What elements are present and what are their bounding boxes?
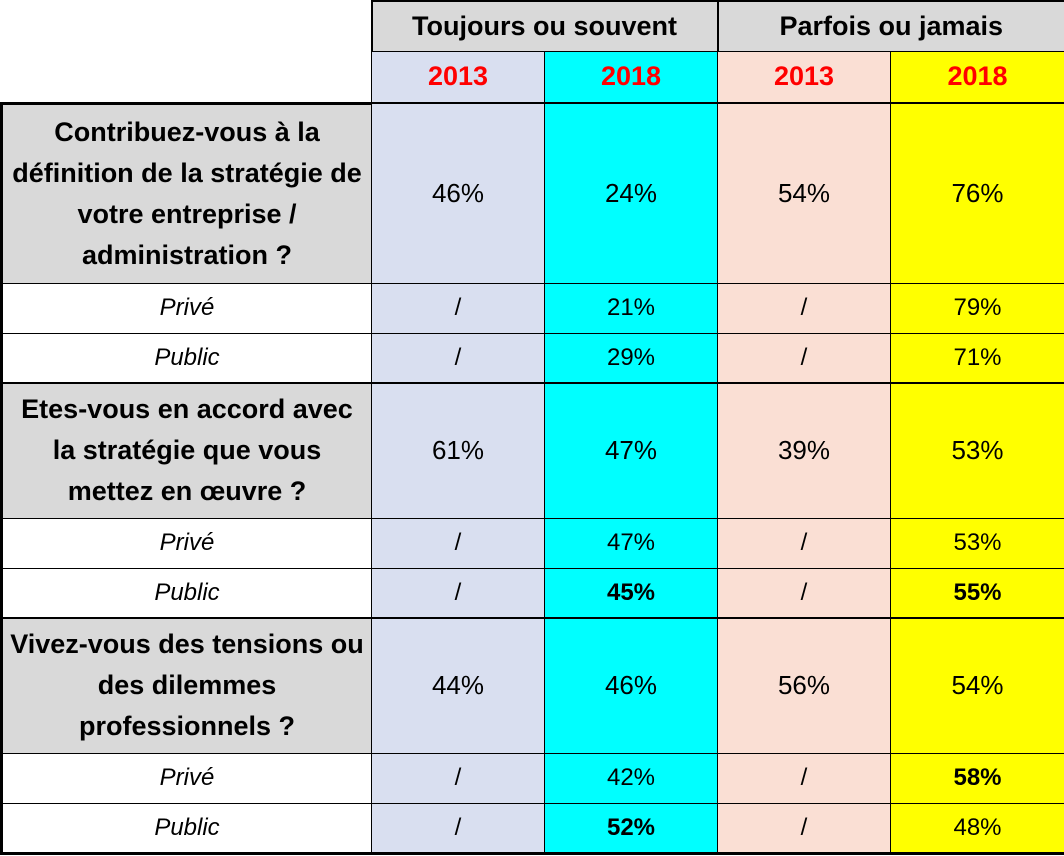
subgroup-row-public-2: Public / 45% / 55% (0, 567, 1064, 619)
value-cell: 24% (544, 102, 718, 284)
subgroup-row-prive-2: Privé / 47% / 53% (0, 517, 1064, 569)
value-cell: / (717, 802, 891, 855)
value-cell: / (717, 567, 891, 619)
value-cell: 54% (890, 617, 1064, 754)
value-cell: 53% (890, 382, 1064, 519)
question-row-1: Contribuez-vous à la définition de la st… (0, 101, 1064, 284)
blank-corner (1, 1, 372, 51)
value-cell: / (371, 332, 545, 384)
value-cell: / (717, 517, 891, 569)
year-header-parfois-2018: 2018 (890, 50, 1064, 104)
value-cell: 45% (544, 567, 718, 619)
value-cell: / (717, 752, 891, 804)
value-cell: 46% (371, 102, 545, 284)
value-cell: 71% (890, 332, 1064, 384)
value-cell: 21% (544, 282, 718, 334)
year-header-row: 2013 2018 2013 2018 (1, 50, 1064, 104)
value-cell: / (371, 567, 545, 619)
group-header-toujours: Toujours ou souvent (370, 0, 719, 52)
group-header-parfois: Parfois ou jamais (716, 0, 1064, 52)
value-cell: 47% (544, 382, 718, 519)
question-row-2: Etes-vous en accord avec la stratégie qu… (0, 382, 1064, 519)
year-header-toujours-2018: 2018 (544, 50, 718, 104)
question-label-3: Vivez-vous des tensions ou des dilemmes … (0, 617, 372, 754)
blank-corner-2 (1, 51, 372, 103)
value-cell: 55% (890, 567, 1064, 619)
value-cell: / (717, 332, 891, 384)
value-cell: 58% (890, 752, 1064, 804)
subgroup-label-public: Public (0, 567, 372, 619)
value-cell: 42% (544, 752, 718, 804)
subgroup-label-prive: Privé (0, 752, 372, 804)
question-label-1: Contribuez-vous à la définition de la st… (0, 101, 372, 284)
subgroup-label-prive: Privé (0, 282, 372, 334)
value-cell: / (717, 282, 891, 334)
group-header-row: Toujours ou souvent Parfois ou jamais (1, 0, 1064, 52)
value-cell: 79% (890, 282, 1064, 334)
value-cell: 61% (371, 382, 545, 519)
value-cell: 52% (544, 802, 718, 855)
question-label-2: Etes-vous en accord avec la stratégie qu… (0, 382, 372, 519)
value-cell: 53% (890, 517, 1064, 569)
value-cell: 54% (717, 102, 891, 284)
subgroup-label-public: Public (0, 332, 372, 384)
value-cell: 39% (717, 382, 891, 519)
subgroup-row-prive-1: Privé / 21% / 79% (0, 282, 1064, 334)
value-cell: 29% (544, 332, 718, 384)
question-row-3: Vivez-vous des tensions ou des dilemmes … (0, 617, 1064, 754)
value-cell: / (371, 517, 545, 569)
subgroup-row-prive-3: Privé / 42% / 58% (0, 752, 1064, 804)
value-cell: 46% (544, 617, 718, 754)
value-cell: 76% (890, 102, 1064, 284)
value-cell: / (371, 802, 545, 855)
value-cell: 56% (717, 617, 891, 754)
subgroup-row-public-1: Public / 29% / 71% (0, 332, 1064, 384)
value-cell: / (371, 282, 545, 334)
year-header-toujours-2013: 2013 (371, 50, 545, 104)
value-cell: 44% (371, 617, 545, 754)
subgroup-row-public-3: Public / 52% / 48% (0, 802, 1064, 855)
value-cell: 47% (544, 517, 718, 569)
value-cell: / (371, 752, 545, 804)
value-cell: 48% (890, 802, 1064, 855)
subgroup-label-prive: Privé (0, 517, 372, 569)
year-header-parfois-2013: 2013 (717, 50, 891, 104)
subgroup-label-public: Public (0, 802, 372, 855)
